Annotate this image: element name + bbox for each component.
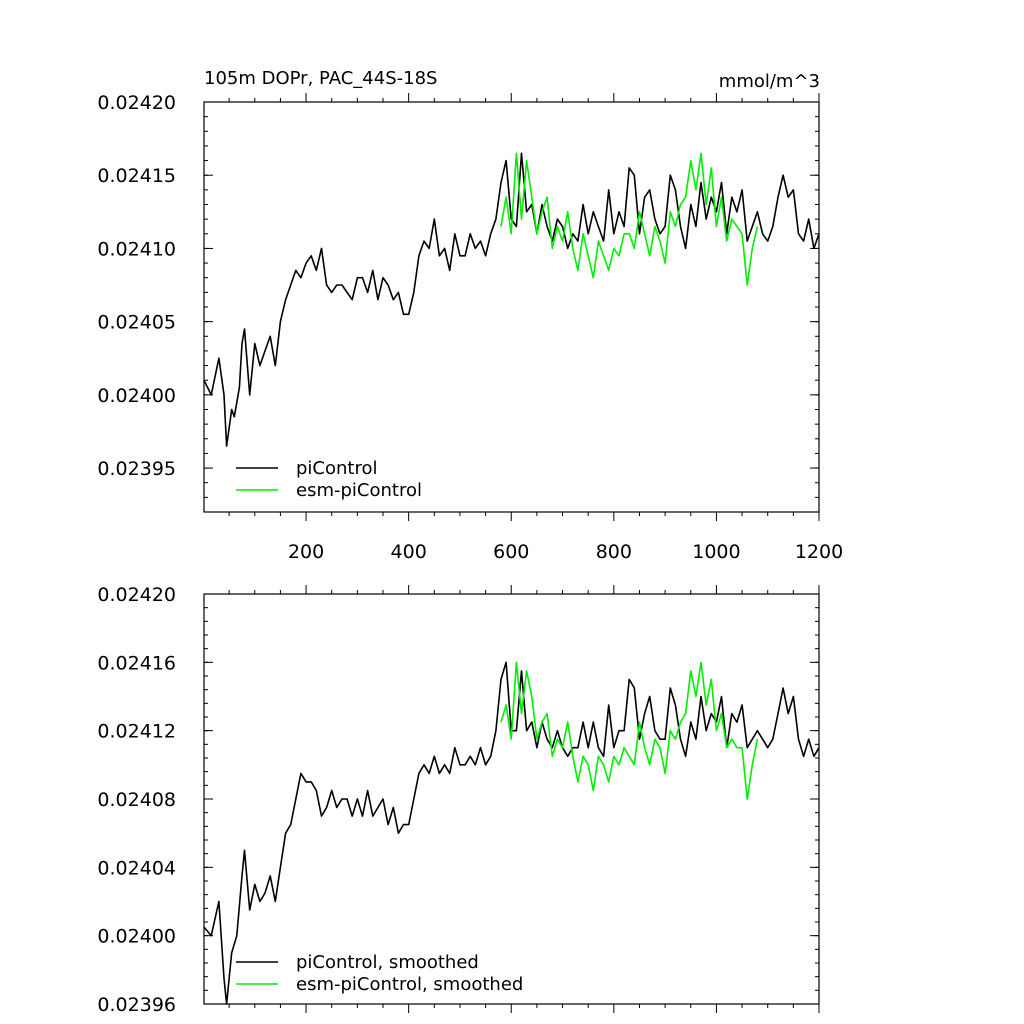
x-tick-label: 400	[391, 541, 427, 563]
x-tick-labels-top: 200 400 600 800 1000 1200	[288, 541, 843, 563]
axis-ticks-bottom	[204, 585, 820, 1013]
y-tick-label: 0.02400	[97, 926, 176, 948]
y-tick-labels-bottom: 0.02396 0.02400 0.02404 0.02408 0.02412 0.024…	[97, 584, 176, 1016]
series-line-esm-picontrol	[500, 152, 759, 286]
y-tick-label: 0.02416	[97, 652, 176, 674]
x-tick-label: 600	[493, 541, 529, 563]
y-tick-label: 0.02420	[97, 584, 176, 606]
y-tick-label: 0.02405	[97, 312, 176, 334]
y-tick-labels-top: 0.02395 0.02400 0.02405 0.02410 0.02415 0.024…	[97, 92, 176, 480]
series-line-picontrol	[203, 152, 820, 447]
legend-label: esm-piControl	[296, 480, 422, 501]
x-tick-label: 1200	[795, 541, 843, 563]
y-tick-label: 0.02395	[97, 458, 176, 480]
y-tick-label: 0.02408	[97, 789, 176, 811]
x-tick-label: 1000	[692, 541, 740, 563]
y-tick-label: 0.02400	[97, 385, 176, 407]
panel-top: 105m DOPr, PAC_44S-18S mmol/m^3 0.023950…	[97, 68, 843, 563]
legend-label: piControl	[296, 458, 378, 479]
legend-label: piControl, smoothed	[296, 952, 479, 973]
axis-ticks-top	[204, 93, 820, 521]
chart-title: 105m DOPr, PAC_44S-18S	[204, 68, 437, 89]
y-tick-label: 0.02412	[97, 721, 176, 743]
panel-bottom: 0.02396 0.02400 0.02404 0.02408 0.02412 0.024…	[97, 584, 820, 1016]
y-tick-label: 0.02415	[97, 165, 176, 187]
x-tick-label: 200	[288, 541, 324, 563]
y-tick-label: 0.02404	[97, 857, 176, 879]
units-label: mmol/m^3	[719, 71, 820, 92]
series-line-esm-picontrol-smoothed	[500, 661, 759, 800]
y-tick-label: 0.02396	[97, 994, 176, 1016]
series-lines-bottom	[203, 661, 820, 1005]
y-tick-label: 0.02420	[97, 92, 176, 114]
y-tick-label: 0.02410	[97, 238, 176, 260]
series-lines-top	[203, 152, 820, 447]
x-tick-label: 800	[596, 541, 632, 563]
legend-label: esm-piControl, smoothed	[296, 974, 523, 995]
plot-frame-top	[203, 101, 820, 513]
